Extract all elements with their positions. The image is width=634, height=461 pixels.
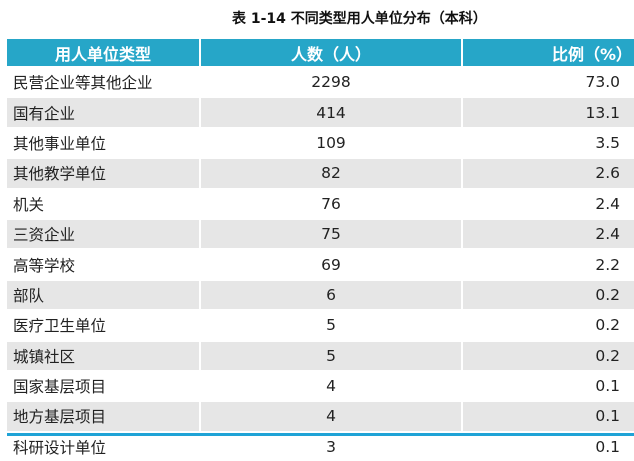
table-title: 表 1-14 不同类型用人单位分布（本科） [232,11,487,27]
header-row: 用人单位类型 人数（人） 比例（%） [7,39,634,67]
table-row: 三资企业 75 2.4 [7,217,634,250]
count-cell: 6 [200,278,463,311]
table-row: 民营企业等其他企业 2298 73.0 [7,65,634,98]
header-count: 人数（人） [200,39,463,67]
count-cell: 82 [200,157,463,189]
count-cell: 75 [200,217,463,250]
employer-type-cell: 地方基层项目 [7,400,201,432]
percent-cell: 13.1 [462,96,634,128]
percent-cell: 2.2 [462,248,634,280]
employer-type-cell: 国有企业 [7,96,201,128]
table-row: 地方基层项目 4 0.1 [7,400,634,432]
table-row: 部队 6 0.2 [7,278,634,311]
percent-cell: 2.4 [462,217,634,250]
percent-cell: 2.6 [462,157,634,189]
employer-type-cell: 城镇社区 [7,339,201,371]
count-cell: 414 [200,96,463,128]
table-row: 机关 76 2.4 [7,187,634,219]
table-row: 医疗卫生单位 5 0.2 [7,309,634,341]
header-percent: 比例（%） [462,39,634,67]
percent-cell: 0.2 [462,339,634,371]
count-cell: 2298 [200,65,463,98]
employer-type-cell: 其他事业单位 [7,126,201,159]
percent-cell: 0.2 [462,278,634,311]
header-employer-type: 用人单位类型 [7,39,201,67]
count-cell: 5 [200,309,463,341]
count-cell: 76 [200,187,463,219]
employer-type-cell: 医疗卫生单位 [7,309,201,341]
table-row: 国家基层项目 4 0.1 [7,369,634,402]
percent-cell: 73.0 [462,65,634,98]
count-cell: 69 [200,248,463,280]
percent-cell: 0.1 [462,369,634,402]
percent-cell: 0.1 [462,400,634,432]
employer-type-cell: 部队 [7,278,201,311]
percent-cell: 0.2 [462,309,634,341]
count-cell: 4 [200,369,463,402]
count-cell: 4 [200,400,463,432]
percent-cell: 3.5 [462,126,634,159]
percent-cell: 0.1 [462,430,634,461]
employer-type-cell: 机关 [7,187,201,219]
table-row: 其他教学单位 82 2.6 [7,157,634,189]
table-row: 其他事业单位 109 3.5 [7,126,634,159]
employer-type-cell: 民营企业等其他企业 [7,65,201,98]
employer-type-cell: 国家基层项目 [7,369,201,402]
percent-cell: 2.4 [462,187,634,219]
employer-type-cell: 科研设计单位 [7,430,201,461]
count-cell: 109 [200,126,463,159]
table-row: 科研设计单位 3 0.1 [7,430,634,461]
employer-distribution-table: 用人单位类型 人数（人） 比例（%） 民营企业等其他企业 2298 73.0 国有企业… [7,39,634,461]
employer-type-cell: 其他教学单位 [7,157,201,189]
count-cell: 3 [200,430,463,461]
employer-type-cell: 高等学校 [7,248,201,280]
employer-type-cell: 三资企业 [7,217,201,250]
bottom-rule [7,433,634,436]
table-row: 高等学校 69 2.2 [7,248,634,280]
count-cell: 5 [200,339,463,371]
table-row: 国有企业 414 13.1 [7,96,634,128]
table-row: 城镇社区 5 0.2 [7,339,634,371]
